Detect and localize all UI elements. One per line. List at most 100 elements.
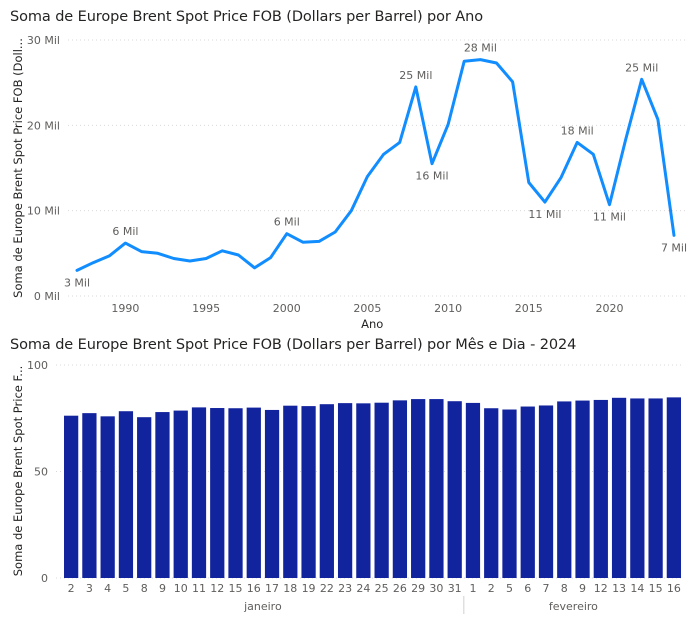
line-point <box>463 60 466 63</box>
line-point <box>398 141 401 144</box>
x-tick-label: 10 <box>174 582 188 595</box>
line-series <box>75 58 676 272</box>
data-label: 25 Mil <box>625 61 658 74</box>
line-point <box>350 209 353 212</box>
x-axis-title: Ano <box>361 317 383 331</box>
line-point <box>592 153 595 156</box>
line-chart-visual[interactable]: Soma de Europe Brent Spot Price FOB (Dol… <box>0 0 698 331</box>
line-point <box>108 255 111 257</box>
x-tick-label: 14 <box>630 582 644 595</box>
bar <box>173 410 188 578</box>
bar <box>301 406 316 578</box>
x-tick-label: 16 <box>667 582 681 595</box>
y-tick-label: 100 <box>27 359 48 372</box>
bar <box>557 401 572 578</box>
x-tick-label: 8 <box>561 582 568 595</box>
line-point <box>382 153 385 156</box>
line-point <box>576 141 578 144</box>
x-tick-label: 2020 <box>595 302 623 315</box>
line-point <box>431 162 433 165</box>
bar <box>374 402 389 578</box>
line-point <box>657 118 659 121</box>
x-tick-label: 19 <box>302 582 316 595</box>
x-tick-label: 4 <box>104 582 111 595</box>
y-tick-label: 50 <box>34 466 48 479</box>
bar <box>520 406 535 578</box>
line-point <box>253 267 256 269</box>
line-point <box>495 62 498 64</box>
bar <box>64 415 79 578</box>
bar <box>392 400 408 578</box>
data-label: 11 Mil <box>593 211 626 224</box>
x-tick-label: 5 <box>506 582 513 595</box>
bar <box>100 416 115 578</box>
month-group-label: fevereiro <box>549 600 598 613</box>
bar <box>210 408 225 578</box>
line-point <box>156 252 159 255</box>
bar <box>538 405 554 578</box>
month-group-label: janeiro <box>243 600 282 613</box>
bar <box>356 403 371 578</box>
line-point <box>221 249 224 252</box>
x-tick-label: 5 <box>122 582 129 595</box>
x-tick-label: 2 <box>488 582 495 595</box>
x-tick-label: 12 <box>210 582 224 595</box>
y-tick-label: 30 Mil <box>27 34 60 47</box>
bar <box>593 399 608 578</box>
line-point <box>173 257 175 260</box>
x-tick-label: 12 <box>594 582 608 595</box>
x-tick-label: 17 <box>265 582 279 595</box>
bar-chart-title: Soma de Europe Brent Spot Price FOB (Dol… <box>10 337 577 353</box>
data-label: 11 Mil <box>528 208 561 221</box>
bar-chart-visual[interactable]: Soma de Europe Brent Spot Price FOB (Dol… <box>0 334 698 618</box>
bar <box>118 411 134 578</box>
bar <box>648 398 663 578</box>
data-label: 3 Mil <box>64 276 90 289</box>
x-tick-label: 2000 <box>273 302 301 315</box>
line-point <box>366 175 369 178</box>
x-tick-label: 25 <box>375 582 389 595</box>
x-tick-label: 31 <box>448 582 462 595</box>
x-tick-label: 8 <box>141 582 148 595</box>
x-tick-label: 18 <box>283 582 297 595</box>
line-point <box>673 234 675 237</box>
bar <box>630 398 645 578</box>
y-tick-label: 0 Mil <box>34 290 60 303</box>
x-tick-label: 30 <box>429 582 443 595</box>
line-point <box>302 241 304 244</box>
x-tick-label: 1995 <box>192 302 220 315</box>
y-tick-label: 10 Mil <box>27 205 60 218</box>
y-tick-label: 20 Mil <box>27 119 60 132</box>
line-chart-title: Soma de Europe Brent Spot Price FOB (Dol… <box>10 9 483 25</box>
data-label: 18 Mil <box>561 124 594 137</box>
line-point <box>415 86 417 88</box>
bar <box>228 408 243 578</box>
bar <box>484 408 499 578</box>
x-tick-label: 1 <box>469 582 476 595</box>
bar <box>666 397 681 578</box>
line-point <box>640 78 643 81</box>
x-tick-label: 13 <box>612 582 626 595</box>
line-point <box>205 257 207 260</box>
y-axis-title: Soma de Europe Brent Spot Price F... <box>11 366 25 577</box>
x-tick-label: 29 <box>411 582 425 595</box>
y-axis-title: Soma de Europe Brent Spot Price FOB (Dol… <box>11 38 25 298</box>
x-tick-label: 9 <box>159 582 166 595</box>
data-label: 6 Mil <box>274 216 300 229</box>
x-tick-label: 7 <box>543 582 550 595</box>
bar <box>155 412 170 578</box>
line-point <box>608 203 611 206</box>
bar <box>137 417 152 578</box>
line-point <box>269 256 272 259</box>
x-tick-label: 2010 <box>434 302 462 315</box>
x-tick-label: 15 <box>649 582 663 595</box>
line-point <box>560 176 562 179</box>
line-point <box>92 261 94 264</box>
data-label: 25 Mil <box>399 69 432 82</box>
bar <box>264 409 280 578</box>
y-tick-label: 0 <box>41 572 48 585</box>
bar <box>82 413 97 578</box>
x-tick-label: 9 <box>579 582 586 595</box>
data-label: 16 Mil <box>415 170 448 183</box>
